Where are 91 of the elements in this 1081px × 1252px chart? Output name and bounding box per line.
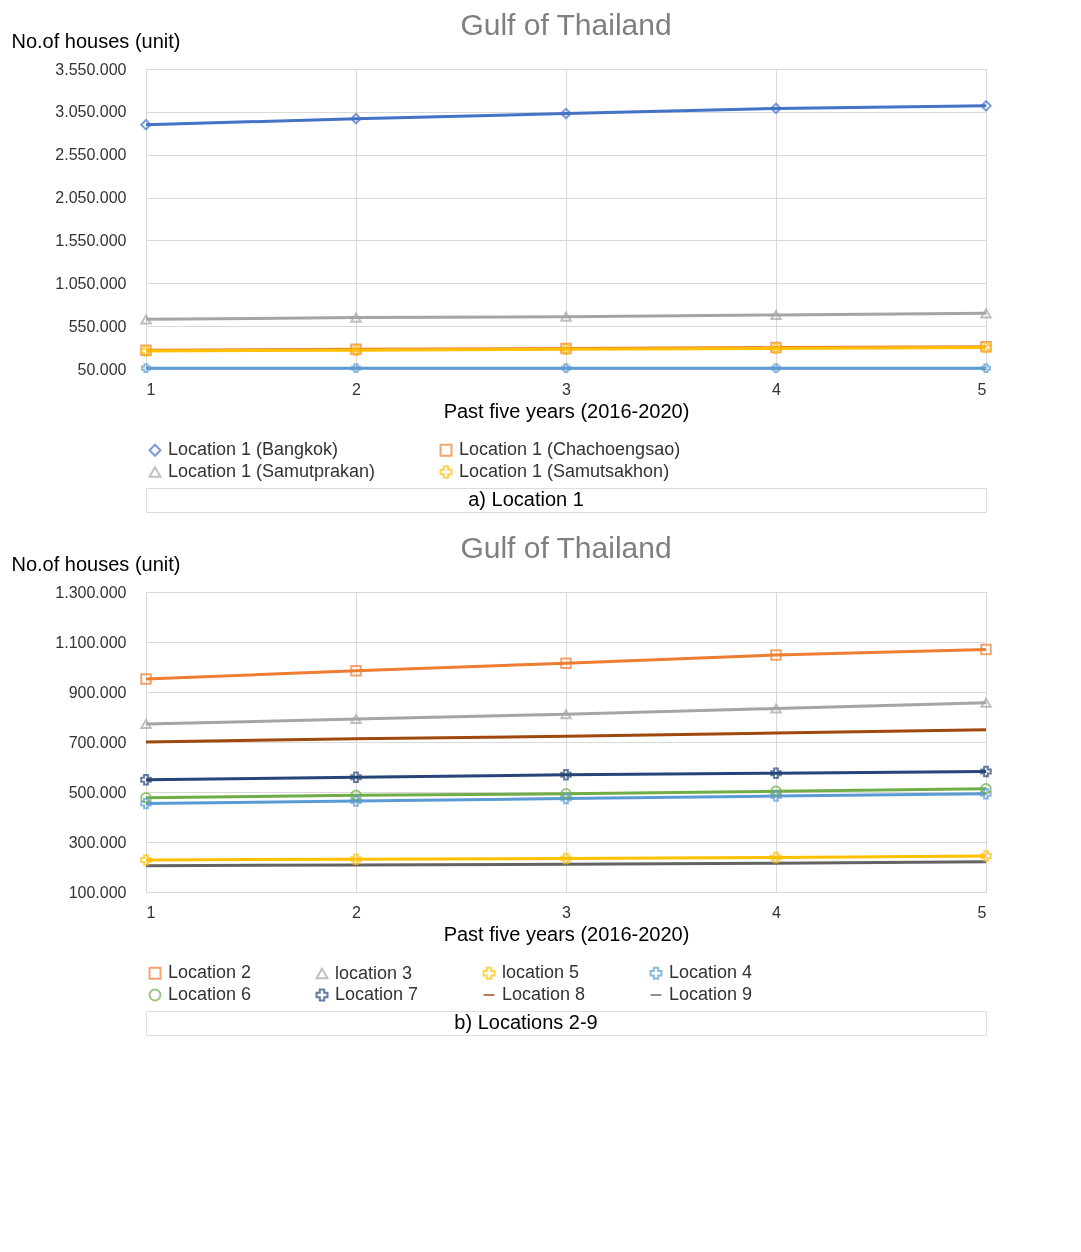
- point: [140, 673, 152, 685]
- point: [980, 765, 992, 778]
- y-tick-label: 3.550.000: [55, 60, 127, 78]
- x-tick-label: 1: [146, 380, 156, 398]
- point: [351, 363, 361, 374]
- y-tick-label: 900.000: [68, 683, 127, 701]
- y-tick-label: 50.000: [77, 360, 127, 378]
- legend-label: Location 1 (Samutprakan): [168, 461, 376, 481]
- point: [140, 797, 152, 810]
- point: [980, 308, 992, 319]
- y-tick-label: 1.100.000: [55, 633, 127, 651]
- point: [140, 792, 152, 804]
- point: [350, 713, 362, 725]
- point: [140, 854, 152, 866]
- legend-label: Location 4: [669, 962, 753, 983]
- point: [770, 790, 782, 802]
- y-tick-label: 100.000: [68, 883, 127, 901]
- x-tick-label: 4: [772, 903, 782, 921]
- chart-title: Gulf of Thailand: [460, 531, 672, 564]
- y-tick-label: 3.050.000: [55, 103, 127, 121]
- point: [561, 363, 571, 374]
- point: [560, 852, 572, 865]
- point: [770, 767, 782, 779]
- x-axis-title: Past five years (2016-2020): [443, 399, 690, 422]
- y-axis-title: No.of houses (unit): [11, 552, 181, 575]
- y-tick-label: 2.550.000: [55, 146, 127, 164]
- legend-label: Location 6: [168, 984, 252, 1004]
- point: [770, 785, 782, 797]
- point: [980, 697, 992, 708]
- y-tick-label: 300.000: [68, 833, 127, 851]
- legend-label: location 3: [335, 962, 413, 983]
- x-tick-label: 3: [562, 380, 572, 398]
- legend-label: Location 1 (Bangkok): [168, 439, 339, 460]
- legend-label: location 5: [502, 962, 580, 983]
- y-tick-label: 1.300.000: [55, 583, 127, 601]
- point: [770, 851, 782, 864]
- point: [350, 789, 362, 801]
- point: [980, 788, 992, 800]
- point: [771, 363, 781, 374]
- point: [980, 100, 992, 112]
- x-tick-label: 4: [772, 380, 782, 398]
- y-axis-title: No.of houses (unit): [11, 29, 181, 52]
- point: [140, 774, 152, 786]
- point: [980, 783, 992, 795]
- point: [350, 312, 362, 323]
- point: [560, 769, 572, 781]
- point: [350, 112, 362, 125]
- x-tick-label: 3: [562, 903, 572, 921]
- legend-label: Location 7: [335, 984, 419, 1004]
- legend-label: Location 1 (Samutsakhon): [459, 461, 670, 481]
- point: [770, 309, 782, 321]
- point: [770, 102, 782, 115]
- legend-label: Location 1 (Chachoengsao): [459, 439, 681, 460]
- point: [560, 709, 572, 720]
- x-tick-label: 2: [352, 380, 362, 398]
- x-tick-label: 2: [352, 903, 362, 921]
- chart-title: Gulf of Thailand: [460, 8, 672, 41]
- text: a) Location 1: [468, 488, 584, 510]
- point: [350, 853, 362, 865]
- point: [350, 795, 362, 807]
- y-tick-label: 1.050.000: [55, 274, 127, 292]
- legend-label: Location 2: [168, 962, 252, 983]
- x-tick-label: 1: [146, 903, 156, 921]
- point: [560, 657, 572, 669]
- legend-label: Location 9: [669, 984, 753, 1004]
- point: [560, 792, 572, 805]
- line-series: [144, 728, 988, 744]
- point: [141, 363, 151, 374]
- point: [350, 665, 362, 677]
- point: [140, 118, 152, 131]
- y-tick-label: 700.000: [68, 733, 127, 751]
- point: [980, 850, 992, 862]
- y-tick-label: 2.050.000: [55, 189, 127, 207]
- x-tick-label: 5: [977, 380, 987, 398]
- point: [981, 363, 991, 374]
- point: [980, 643, 992, 656]
- point: [560, 788, 572, 800]
- point: [140, 314, 152, 325]
- text: b) Locations 2-9: [454, 1011, 598, 1033]
- point: [560, 311, 572, 322]
- x-tick-label: 5: [977, 903, 987, 921]
- x-axis-title: Past five years (2016-2020): [443, 922, 690, 945]
- y-tick-label: 1.550.000: [55, 231, 127, 249]
- point: [770, 649, 782, 661]
- point: [560, 107, 572, 120]
- y-tick-label: 500.000: [68, 783, 127, 801]
- point: [770, 703, 782, 714]
- legend-label: Location 8: [502, 984, 586, 1004]
- point: [140, 718, 152, 730]
- point: [350, 771, 362, 783]
- y-tick-label: 550.000: [68, 317, 127, 335]
